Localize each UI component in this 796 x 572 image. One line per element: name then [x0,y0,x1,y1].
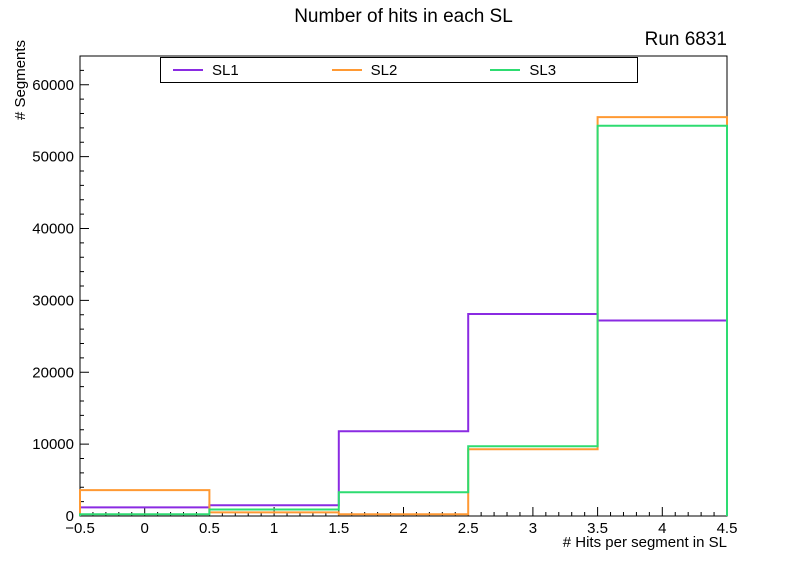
y-tick-label: 50000 [32,149,74,166]
y-axis-title: # Segments [12,39,29,120]
x-tick-label: 4.5 [717,520,738,537]
x-tick-label: 0 [141,520,149,537]
legend-label: SL1 [212,61,239,79]
legend-swatch-sl2 [331,69,362,71]
x-tick-label: 3 [529,520,537,537]
y-tick-label: 40000 [32,221,74,238]
x-tick-label: −0.5 [65,520,95,537]
x-tick-label: 1.5 [328,520,349,537]
series-line-sl2 [79,116,728,516]
y-tick-label: 60000 [32,77,74,94]
legend-label: SL3 [529,61,557,79]
legend-swatch-sl3 [490,69,521,71]
run-label: Run 6831 [644,29,727,50]
y-tick-label: 10000 [32,436,74,453]
legend-entry-sl3: SL3 [478,63,637,78]
legend-label: SL2 [370,61,398,79]
x-tick-label: 3.5 [587,520,608,537]
legend: SL1 SL2 SL3 [160,57,638,83]
x-tick-label: 2.5 [458,520,479,537]
series-line-sl1 [79,313,728,516]
series-line-sl3 [79,124,728,516]
legend-swatch-sl1 [173,69,203,71]
x-tick-label: 1 [270,520,278,537]
x-tick-label: 4 [658,520,666,537]
y-tick-label: 30000 [32,292,74,309]
y-tick-label: 20000 [32,364,74,381]
y-tick-label: 0 [66,508,74,525]
x-tick-label: 0.5 [199,520,220,537]
chart-title: Number of hits in each SL [294,6,513,27]
legend-entry-sl1: SL1 [161,63,320,78]
x-tick-label: 2 [399,520,407,537]
legend-entry-sl2: SL2 [320,63,479,78]
x-axis-title: # Hits per segment in SL [562,534,727,551]
